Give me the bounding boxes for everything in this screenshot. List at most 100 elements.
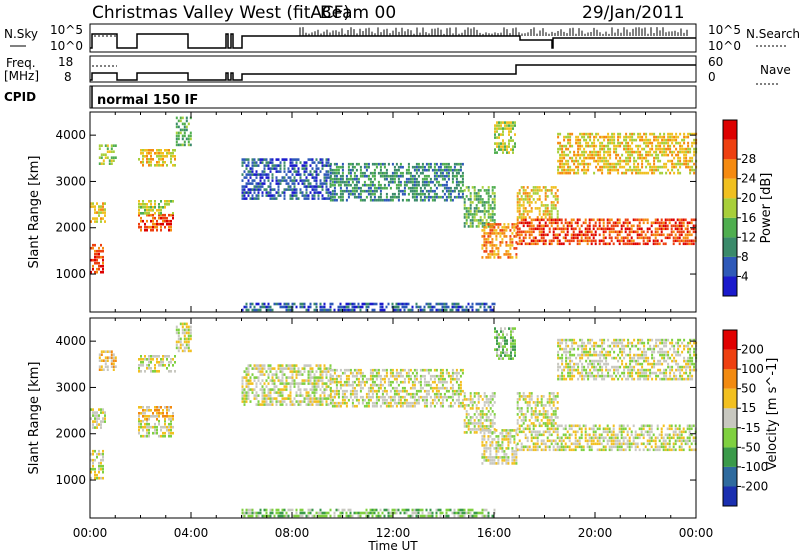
data-cell [574, 236, 577, 240]
data-cell [512, 148, 514, 151]
data-cell [500, 124, 502, 127]
data-cell [365, 165, 368, 169]
data-cell [156, 418, 158, 421]
data-cell [483, 244, 486, 247]
data-cell [291, 367, 294, 370]
data-cell [102, 411, 104, 414]
data-cell [609, 168, 612, 172]
data-cell [629, 135, 632, 139]
data-cell [688, 239, 691, 243]
data-cell [455, 302, 458, 306]
data-cell [469, 222, 472, 225]
data-cell [663, 138, 666, 142]
data-cell [279, 164, 282, 167]
data-cell [609, 141, 612, 145]
data-cell [441, 371, 444, 375]
data-cell [289, 388, 292, 391]
data-cell [455, 392, 458, 396]
data-cell [309, 379, 312, 382]
data-cell [140, 228, 142, 232]
data-cell [594, 242, 597, 246]
data-cell [403, 189, 406, 193]
data-cell [437, 386, 440, 390]
data-cell [325, 179, 328, 182]
data-cell [413, 383, 416, 387]
data-cell [429, 377, 432, 381]
data-cell [257, 403, 260, 406]
data-cell [501, 432, 504, 435]
data-cell [625, 171, 628, 175]
data-cell [146, 425, 148, 429]
data-cell [363, 383, 366, 387]
data-cell [516, 242, 519, 246]
data-cell [616, 221, 619, 225]
data-cell [501, 232, 504, 235]
data-cell [425, 162, 428, 166]
data-cell [183, 128, 186, 132]
data-cell [657, 153, 660, 157]
data-cell [441, 189, 444, 193]
data-cell [588, 224, 591, 228]
data-cell [347, 171, 350, 175]
data-cell [586, 242, 589, 246]
data-cell [375, 165, 378, 169]
data-cell [431, 195, 434, 199]
data-cell [341, 395, 344, 399]
data-cell [269, 388, 272, 391]
data-cell [331, 183, 334, 187]
data-cell [297, 367, 300, 370]
data-cell [325, 158, 328, 161]
data-cell [643, 138, 646, 142]
data-cell [399, 180, 402, 184]
data-cell [449, 192, 452, 196]
data-cell [251, 308, 254, 312]
data-cell [353, 165, 356, 169]
data-cell [251, 161, 254, 164]
data-cell [575, 159, 578, 163]
data-cell [373, 192, 376, 196]
data-cell [516, 207, 519, 210]
data-cell [617, 132, 620, 136]
data-cell [485, 425, 488, 428]
data-cell [433, 377, 436, 381]
data-cell [479, 216, 482, 219]
data-cell [419, 192, 422, 196]
data-cell [552, 186, 555, 189]
data-cell [693, 150, 696, 154]
data-cell [291, 167, 294, 170]
data-cell [385, 401, 388, 405]
data-cell [106, 359, 109, 362]
data-cell [104, 156, 107, 159]
data-cell [152, 209, 154, 212]
data-cell [255, 182, 258, 185]
data-cell [665, 147, 668, 151]
data-cell [496, 339, 498, 342]
data-cell [491, 223, 494, 226]
data-cell [106, 350, 109, 353]
data-cell [160, 152, 162, 155]
data-cell [576, 233, 579, 237]
data-cell [321, 164, 324, 167]
data-cell [443, 186, 446, 190]
data-cell [445, 395, 448, 399]
data-cell [528, 201, 531, 204]
data-cell [183, 143, 186, 147]
data-cell [249, 302, 252, 306]
data-cell [305, 161, 308, 164]
data-cell [249, 379, 252, 382]
data-cell [441, 302, 444, 306]
data-cell [634, 218, 637, 222]
data-cell [515, 429, 518, 432]
data-cell [674, 236, 677, 240]
data-cell [509, 253, 512, 256]
data-cell [569, 144, 572, 148]
data-cell [449, 165, 452, 169]
data-cell [265, 370, 268, 373]
data-cell [647, 144, 650, 148]
data-cell [601, 168, 604, 172]
data-cell [317, 191, 320, 194]
data-cell [654, 218, 657, 222]
data-cell [349, 174, 352, 178]
data-cell [249, 376, 252, 379]
data-cell [508, 142, 510, 145]
